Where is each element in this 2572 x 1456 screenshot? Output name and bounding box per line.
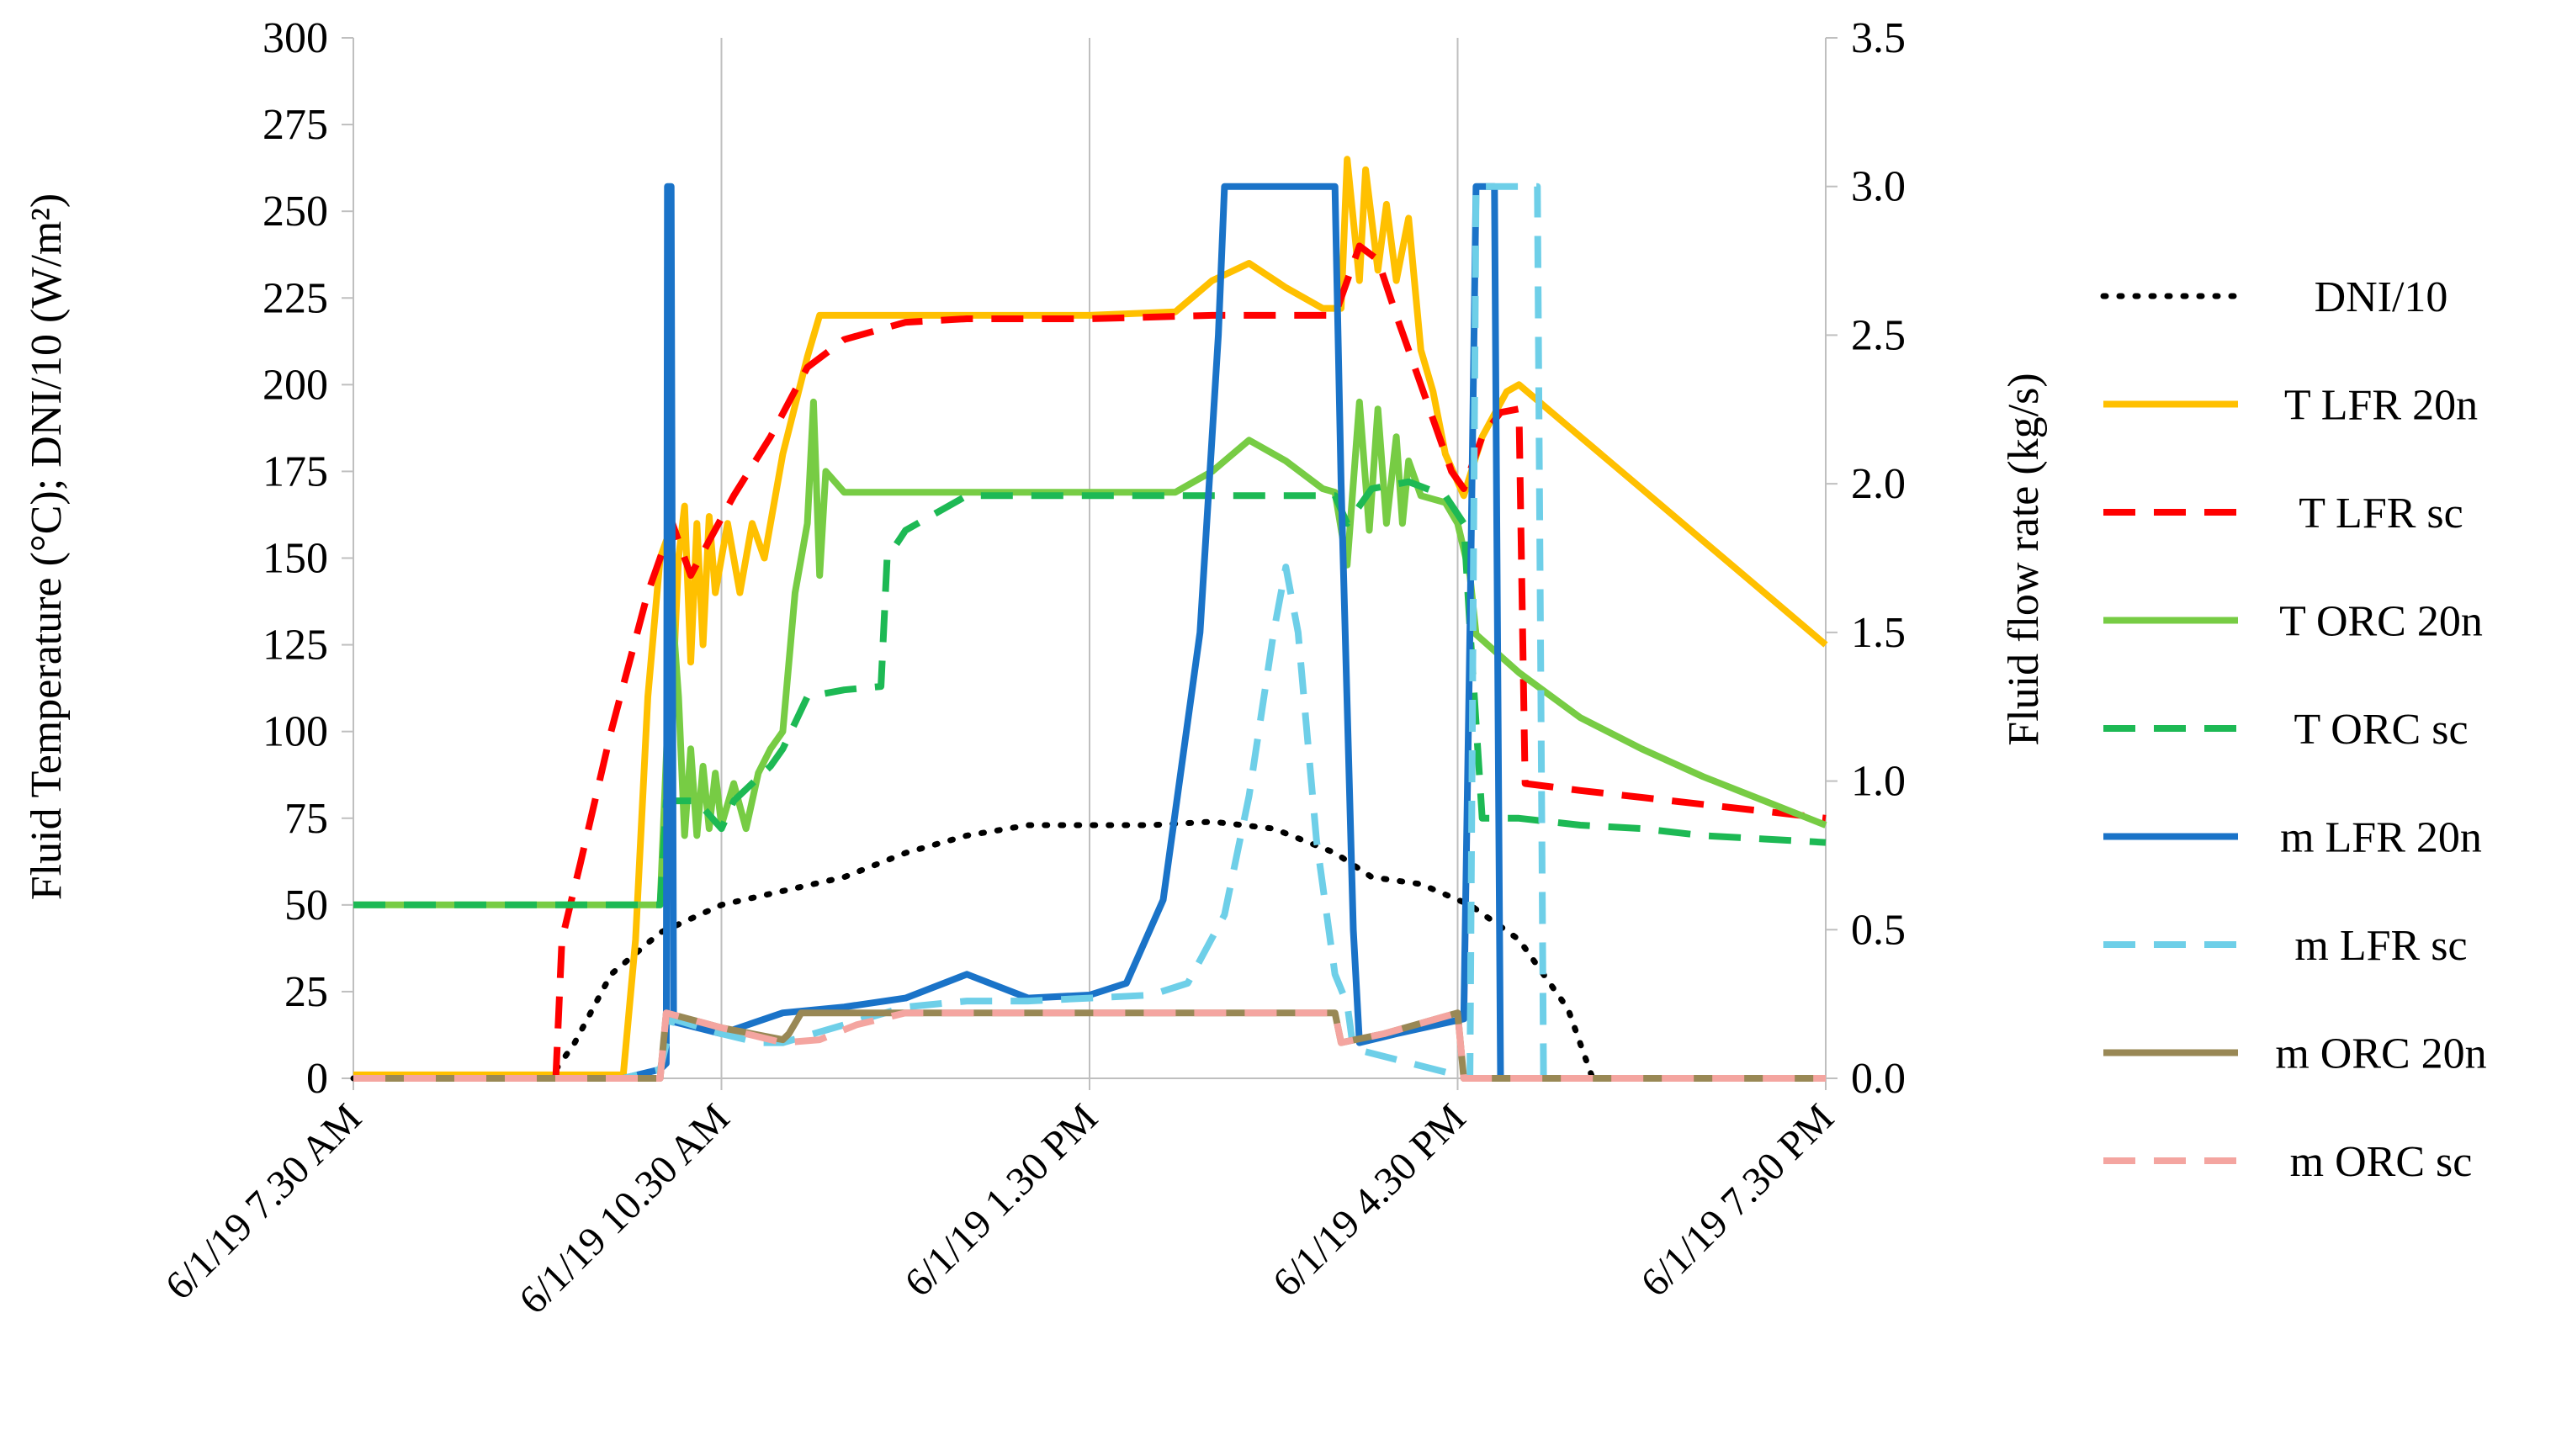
y-left-tick-label: 250 [263,188,328,236]
y-left-tick-label: 50 [284,882,328,929]
y-right-tick-label: 2.5 [1851,311,1906,359]
series-line-t-lfr-sc [353,242,1827,1082]
y-right-tick-label: 3.0 [1851,163,1906,211]
legend-label: T LFR 20n [2284,382,2478,430]
legend-label: m ORC sc [2290,1138,2473,1186]
y-right-tick-label: 0.5 [1851,906,1906,954]
series-line-t-lfr-20n [353,156,1828,1078]
legend: DNI/10 T LFR 20n T LFR sc T ORC 20n T ORC sc… [2100,273,2487,1186]
y-axis-left-title: Fluid Temperature (°C); DNI/10 (W/m²) [23,193,71,900]
y-right-tick-label: 1.5 [1851,609,1906,657]
x-tick-label: 6/1/19 10.30 AM [511,1095,738,1322]
series-lines [350,156,1829,1082]
x-tick-label: 6/1/19 1.30 PM [896,1095,1106,1305]
y-left-tick-label: 275 [263,101,328,149]
x-tick-label: 6/1/19 7.30 AM [156,1095,369,1308]
y-left-tick-label: 75 [284,795,328,843]
y-left-tick-label: 300 [263,14,328,62]
y-left-tick-label: 225 [263,274,328,322]
series-line-m-lfr-20n [353,183,1826,1082]
y-right-tick-label: 3.5 [1851,14,1906,62]
series-line-t-orc-sc [353,478,1827,908]
x-tick-label: 6/1/19 7.30 PM [1632,1095,1843,1305]
y-left-tick-label: 25 [284,968,328,1016]
gridlines [353,38,1827,1078]
x-tick-label: 6/1/19 4.30 PM [1265,1095,1475,1305]
tick-labels: 0 25 50 75 100 125 150 175 200 225 250 275 300 0.0 0.5… [156,14,1906,1323]
legend-label: T ORC sc [2294,706,2468,754]
legend-label: m ORC 20n [2275,1030,2486,1078]
legend-label: m LFR sc [2294,922,2467,970]
series-line-m-lfr-sc [353,183,1826,1082]
y-left-tick-label: 125 [263,622,328,670]
legend-label: T LFR sc [2299,490,2463,537]
legend-label: DNI/10 [2315,273,2448,321]
legend-label: m LFR 20n [2280,814,2482,862]
y-left-tick-label: 200 [263,361,328,409]
series-line-dni-10 [350,818,1829,1082]
y-right-tick-label: 1.0 [1851,758,1906,806]
y-right-tick-label: 0.0 [1851,1055,1906,1103]
series-line-m-orc-sc [353,1009,1826,1082]
legend-label: T ORC 20n [2279,598,2483,646]
y-right-tick-label: 2.0 [1851,460,1906,508]
y-left-tick-label: 150 [263,535,328,583]
y-left-tick-label: 100 [263,708,328,756]
y-left-tick-label: 175 [263,447,328,495]
y-axis-right-title: Fluid flow rate (kg/s) [2000,373,2048,745]
y-left-tick-label: 0 [306,1055,328,1103]
